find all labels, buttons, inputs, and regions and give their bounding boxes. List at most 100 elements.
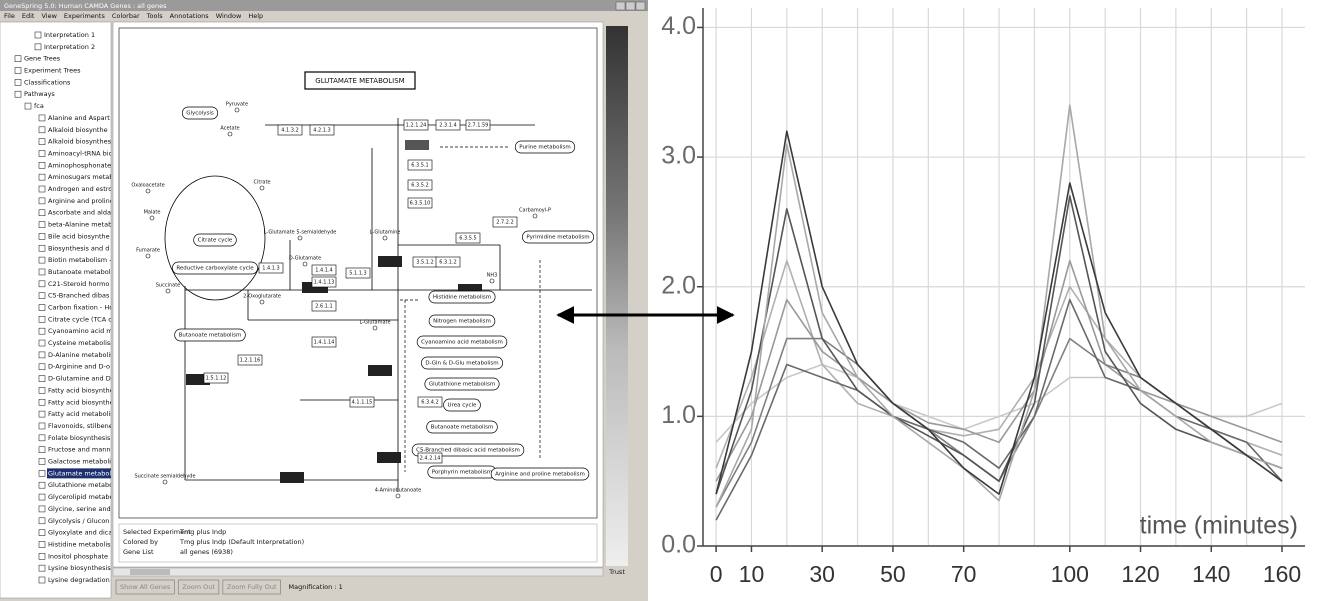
enzyme-label[interactable]: 5.1.1.3 <box>349 271 367 277</box>
enzyme-label[interactable]: 6.3.1.2 <box>439 260 457 266</box>
tree-item[interactable]: Aminophosphonate <box>48 161 111 169</box>
tree-item[interactable]: Alkaloid biosynthes <box>48 138 112 146</box>
pathway-link[interactable] <box>416 335 508 349</box>
tree-item[interactable]: Fatty acid biosynthe <box>48 398 114 406</box>
enzyme-label[interactable]: 2.7.1.59 <box>468 123 489 129</box>
pathway-link-label[interactable]: Purine metabolism <box>519 145 571 151</box>
tree-item[interactable]: Interpretation 1 <box>44 31 95 39</box>
enzyme-label[interactable]: 4.2.1.3 <box>313 128 331 134</box>
tree-item[interactable]: Biotin metabolism - <box>48 256 112 264</box>
enzyme-label[interactable]: 4.1.1.15 <box>352 400 373 406</box>
menu-item[interactable]: File <box>4 12 15 20</box>
pathway-link-label[interactable]: D-Gln & D-Glu metabolism <box>425 361 498 367</box>
close-button[interactable] <box>635 1 646 11</box>
pathway-link[interactable] <box>172 261 258 275</box>
tree-item[interactable]: Butanoate metaboli <box>48 268 113 276</box>
button[interactable]: Zoom Out <box>177 579 220 595</box>
pathway-link-label[interactable]: Histidine metabolism <box>433 295 491 301</box>
enzyme-label[interactable]: 1.2.1.24 <box>406 123 427 129</box>
menu-item[interactable]: Help <box>248 12 263 20</box>
enzyme-label[interactable]: 4.1.3.2 <box>281 128 299 134</box>
tree-item[interactable]: Glycerolipid metabo <box>48 493 113 501</box>
maximize-button[interactable] <box>625 1 636 11</box>
tree-item[interactable]: Biosynthesis and d <box>48 244 109 252</box>
tree-item[interactable]: Lysine biosynthesis <box>48 564 111 572</box>
enzyme-label[interactable]: 3.5.1.2 <box>416 260 434 266</box>
tree-item[interactable]: Galactose metabolis <box>48 458 115 466</box>
pathway-link-label[interactable]: Nitrogen metabolism <box>433 319 491 325</box>
button-face[interactable] <box>222 579 281 595</box>
button-face[interactable] <box>177 579 220 595</box>
tree-item[interactable]: Flavonoids, stilbene <box>48 422 113 430</box>
enzyme-label[interactable]: 1.2.1.16 <box>240 358 261 364</box>
enzyme-label[interactable]: 6.3.5.5 <box>459 236 477 242</box>
menu-item[interactable]: Window <box>216 12 242 20</box>
button-face[interactable] <box>115 579 175 595</box>
horizontal-scrollbar[interactable] <box>112 567 604 577</box>
tree-item[interactable]: Lysine degradation <box>48 576 110 584</box>
tree-item[interactable]: Citrate cycle (TCA c <box>48 315 112 323</box>
tree-item[interactable]: Glyoxylate and dica <box>48 529 112 537</box>
pathway-link[interactable] <box>424 377 500 391</box>
pathway-link-label[interactable]: Cyanoamino acid metabolism <box>421 340 503 346</box>
pathway-link-label[interactable]: Porphyrin metabolism <box>432 470 492 476</box>
tree-item[interactable]: Fatty acid biosynthe <box>48 386 114 394</box>
tree-item[interactable]: Alkaloid biosynthe <box>48 126 108 134</box>
pathway-link[interactable] <box>428 290 496 304</box>
enzyme-label[interactable]: 1.4.1.14 <box>314 340 335 346</box>
tree-item[interactable]: Glycine, serine and <box>48 505 111 513</box>
pathway-link[interactable] <box>490 467 590 481</box>
button-label[interactable]: Zoom Out <box>182 583 215 591</box>
enzyme-label[interactable]: 1.4.1.4 <box>315 268 333 274</box>
button[interactable]: Zoom Fully Out <box>222 579 281 595</box>
tree-item[interactable]: Fructose and mann <box>48 446 110 454</box>
pathway-link[interactable] <box>193 233 237 247</box>
tree-item[interactable]: fca <box>34 102 44 110</box>
pathway-link-label[interactable]: Arginine and proline metabolism <box>495 472 585 478</box>
enzyme-label[interactable]: 6.3.5.10 <box>410 201 431 207</box>
enzyme-label[interactable]: 1.4.1.13 <box>314 280 335 286</box>
tree-item[interactable]: Folate biosynthesis <box>48 434 111 442</box>
enzyme-label[interactable]: 1.5.1.12 <box>206 376 227 382</box>
tree-item[interactable]: Arginine and proline <box>48 197 114 205</box>
button-label[interactable]: Show All Genes <box>120 583 171 591</box>
minimize-button[interactable] <box>615 1 626 11</box>
tree-item[interactable]: D-Alanine metabolis <box>48 351 114 359</box>
menu-item[interactable]: Edit <box>22 12 35 20</box>
enzyme-label[interactable]: 1.4.1.3 <box>262 266 280 272</box>
tree-item[interactable]: Pathways <box>24 90 55 98</box>
scroll-thumb[interactable] <box>130 569 170 575</box>
pathway-link-label[interactable]: Urea cycle <box>448 403 477 409</box>
tree-item[interactable]: Bile acid biosynthe <box>48 232 110 240</box>
pathway-link[interactable] <box>426 420 498 434</box>
enzyme-label[interactable]: 2.4.2.14 <box>420 456 441 462</box>
tree-item[interactable]: Interpretation 2 <box>44 43 95 51</box>
menu-item[interactable]: Tools <box>146 12 164 20</box>
tree-item[interactable]: Glutathione metabo <box>48 481 113 489</box>
tree-item[interactable]: D-Arginine and D-o <box>48 363 110 371</box>
enzyme-label[interactable]: 2.6.1.1 <box>315 304 333 310</box>
pathway-link[interactable] <box>420 356 504 370</box>
tree-item[interactable]: Aminosugars metab <box>48 173 113 181</box>
tree-item[interactable]: Inositol phosphate <box>48 552 108 560</box>
pathway-link[interactable] <box>174 328 246 342</box>
pathway-link-label[interactable]: Glutathione metabolism <box>429 382 495 388</box>
pathway-link-label[interactable]: Citrate cycle <box>198 238 233 244</box>
enzyme-label[interactable]: 6.3.5.1 <box>411 163 429 169</box>
pathway-link-label[interactable]: Butanoate metabolism <box>431 425 494 431</box>
tree-item[interactable]: D-Glutamine and D- <box>48 375 114 383</box>
enzyme-label[interactable]: 2.3.1.4 <box>439 123 457 129</box>
tree-item[interactable]: Experiment Trees <box>24 67 81 75</box>
pathway-link-label[interactable]: Pyrimidine metabolism <box>526 235 589 241</box>
tree-item[interactable]: C5-Branched dibas <box>48 292 110 300</box>
button[interactable]: Show All Genes <box>115 579 175 595</box>
enzyme-label[interactable]: 2.7.2.2 <box>496 220 514 226</box>
tree-item[interactable]: Histidine metabolis <box>48 540 111 548</box>
menu-item[interactable]: Colorbar <box>112 12 140 20</box>
menu-item[interactable]: Experiments <box>64 12 106 20</box>
enzyme-label[interactable]: 6.3.4.2 <box>421 400 439 406</box>
tree-item[interactable]: beta-Alanine metab <box>48 221 112 229</box>
enzyme-label[interactable]: 6.3.5.2 <box>411 183 429 189</box>
tree-item[interactable]: Cysteine metabolism <box>48 339 117 347</box>
button-label[interactable]: Zoom Fully Out <box>227 583 277 591</box>
